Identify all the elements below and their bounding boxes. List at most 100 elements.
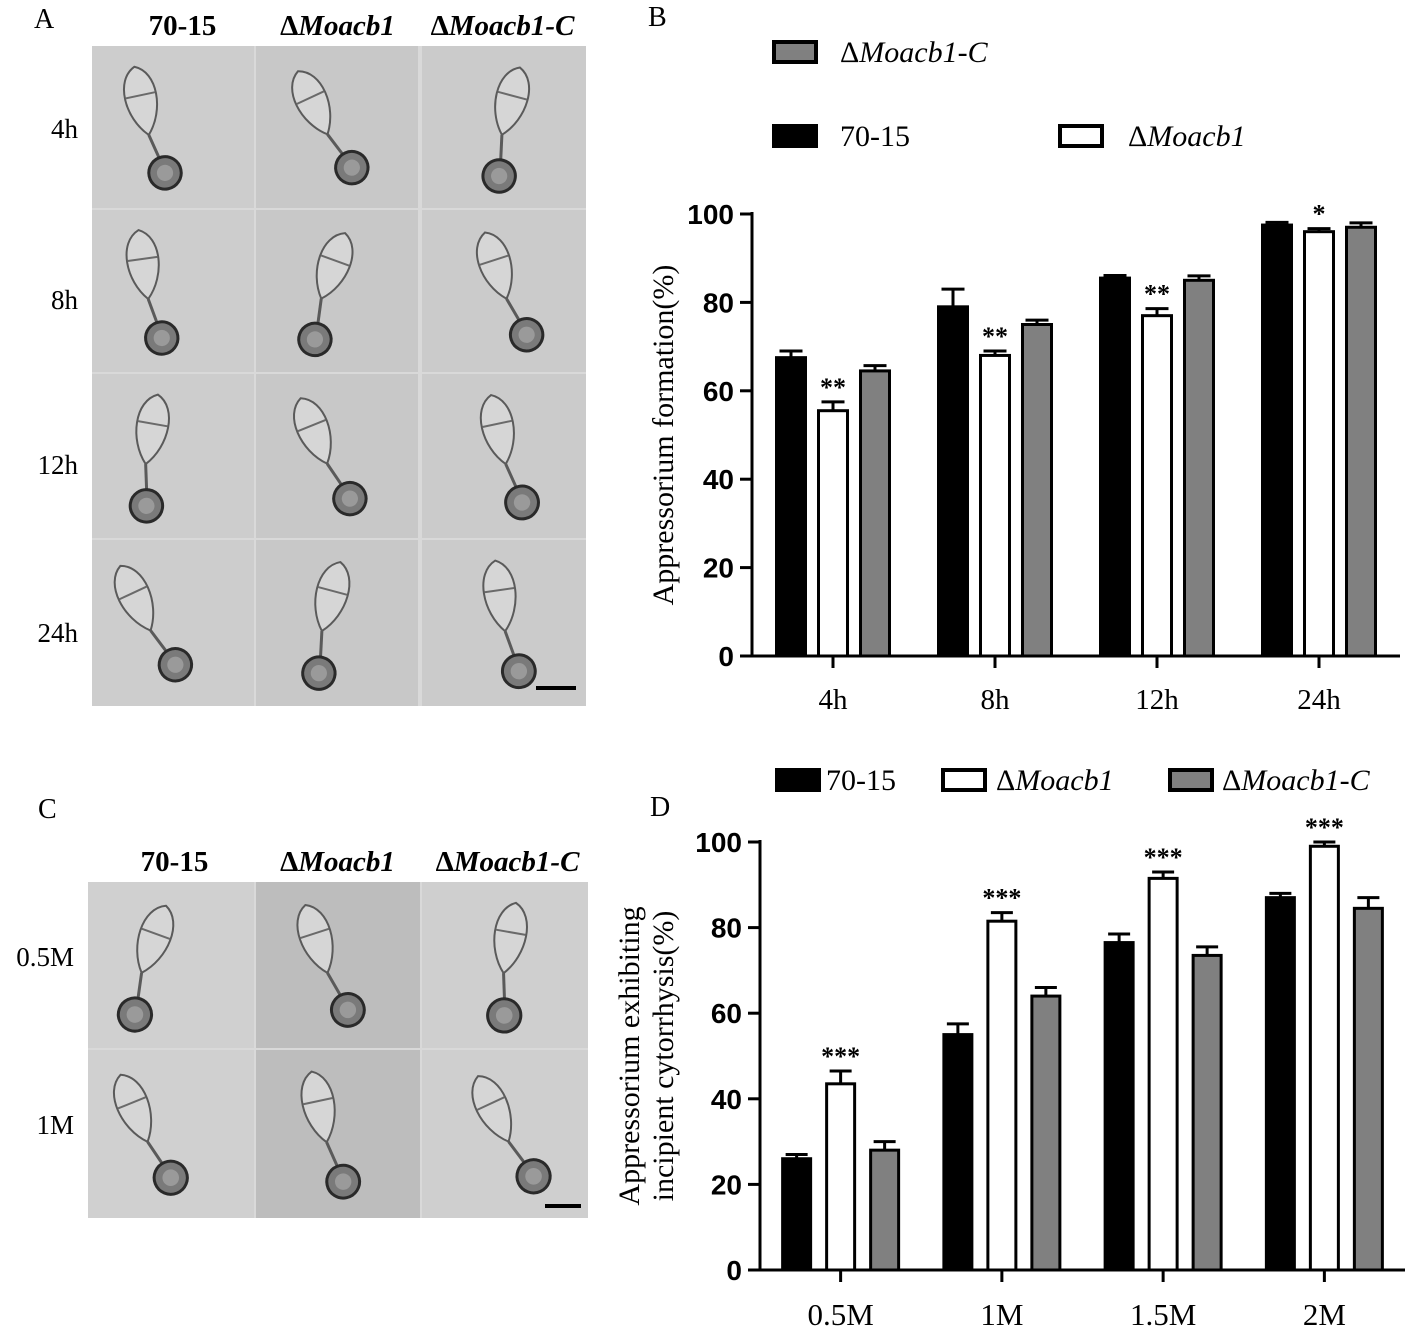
x-tick-label: 8h [981, 684, 1011, 716]
legend-swatch-70-15 [775, 768, 821, 792]
legend-swatch-moacb1-c [772, 40, 818, 64]
bar [1352, 906, 1384, 1272]
bar [937, 305, 969, 658]
legend-label-moacb1: ΔMoacb1 [996, 764, 1114, 797]
y-tick-label: 100 [695, 827, 742, 858]
y-tick-label: 60 [703, 376, 734, 407]
y-tick-label: 20 [711, 1169, 742, 1200]
significance-label: *** [1144, 843, 1183, 872]
bar [1103, 941, 1135, 1272]
legend-swatch-70-15 [772, 124, 818, 148]
bar [942, 1033, 974, 1272]
panel-c-letter: C [38, 794, 57, 825]
bar [869, 1148, 901, 1272]
micrograph-cell [256, 1050, 420, 1218]
panel-a-scale-bar [536, 686, 576, 690]
micrograph-cell [92, 374, 254, 538]
bar [859, 369, 891, 658]
panel-a-micrograph-grid [92, 46, 586, 706]
bar [979, 353, 1011, 658]
micrograph-cell [256, 210, 418, 372]
bar [1191, 953, 1223, 1272]
legend-label-70-15: 70-15 [840, 120, 910, 153]
micrograph-cell [422, 374, 586, 538]
y-tick-label: 80 [703, 287, 734, 318]
x-tick-label: 1.5M [1130, 1297, 1196, 1332]
panel-a-row-label-4: 24h [37, 618, 79, 648]
panel-c-row-label-1: 0.5M [16, 942, 74, 972]
micrograph-cell [92, 210, 254, 372]
x-tick-label: 4h [819, 684, 849, 716]
legend-label-moacb1-c: ΔMoacb1-C [840, 36, 989, 69]
bar [1021, 323, 1053, 658]
panel-a-col-header-3: ΔMoacb1-C [430, 10, 575, 42]
micrograph-cell [256, 882, 420, 1048]
y-tick-label: 20 [703, 553, 734, 584]
bar [1303, 230, 1335, 658]
y-tick-label: 40 [703, 464, 734, 495]
significance-label: *** [821, 1042, 860, 1071]
bar [775, 356, 807, 658]
y-axis-title: Appressorium exhibitingincipient cytorrh… [613, 906, 680, 1205]
micrograph-cell [422, 46, 586, 208]
legend-label-moacb1-c: ΔMoacb1-C [1222, 764, 1371, 797]
bar [1308, 844, 1340, 1272]
panel-a-col-header-2: ΔMoacb1 [280, 10, 395, 42]
micrograph-cell [422, 540, 586, 706]
significance-label: * [1313, 200, 1326, 229]
bar [825, 1082, 857, 1272]
x-tick-label: 12h [1135, 684, 1179, 716]
y-tick-label: 100 [687, 199, 734, 230]
legend-swatch-moacb1-c [1168, 768, 1214, 792]
micrograph-cell [88, 1050, 254, 1218]
micrograph-cell [422, 210, 586, 372]
micrograph-cell [422, 1050, 588, 1218]
panel-b-letter: B [648, 2, 667, 33]
y-axis-title: Appressorium formation(%) [647, 265, 680, 606]
bar [1141, 314, 1173, 658]
panel-a-letter: A [34, 4, 55, 35]
panel-a-row-label-2: 8h [51, 285, 78, 315]
panel-c-col-header-3: ΔMoacb1-C [435, 846, 580, 878]
significance-label: ** [982, 322, 1008, 351]
bar [1264, 896, 1296, 1272]
significance-label: ** [1144, 280, 1170, 309]
y-tick-label: 60 [711, 998, 742, 1029]
panel-c-col-header-1: 70-15 [140, 846, 209, 878]
x-tick-label: 2M [1303, 1297, 1346, 1332]
panel-c-micrograph-grid [88, 882, 588, 1218]
micrograph-cell [256, 374, 418, 538]
micrograph-cell [256, 540, 418, 706]
significance-label: *** [1305, 813, 1344, 842]
micrograph-cell [92, 46, 254, 208]
micrograph-cell [422, 882, 588, 1048]
bar [986, 919, 1018, 1272]
panel-c-row-label-2: 1M [36, 1110, 74, 1140]
y-tick-label: 40 [711, 1084, 742, 1115]
bar [1099, 276, 1131, 658]
x-tick-label: 0.5M [807, 1297, 873, 1332]
significance-label: ** [820, 373, 846, 402]
micrograph-cell [92, 540, 254, 706]
micrograph-cell [88, 882, 254, 1048]
panel-a-col-header-1: 70-15 [148, 10, 217, 42]
x-tick-label: 1M [980, 1297, 1023, 1332]
panel-a-row-label-1: 4h [51, 114, 78, 144]
y-tick-label: 0 [718, 641, 734, 672]
panel-c-scale-bar [545, 1204, 581, 1208]
legend-swatch-moacb1 [1058, 124, 1104, 148]
bar [817, 409, 849, 658]
legend-swatch-moacb1 [941, 768, 987, 792]
bar [1183, 278, 1215, 658]
micrograph-cell [256, 46, 418, 208]
y-tick-label: 80 [711, 913, 742, 944]
bar [1030, 994, 1062, 1272]
legend-label-70-15: 70-15 [826, 764, 896, 797]
significance-label: *** [982, 884, 1021, 913]
bar [1147, 876, 1179, 1272]
bar [1345, 225, 1377, 658]
y-tick-label: 0 [726, 1255, 742, 1286]
panel-c-col-header-2: ΔMoacb1 [280, 846, 395, 878]
bar [1261, 223, 1293, 658]
